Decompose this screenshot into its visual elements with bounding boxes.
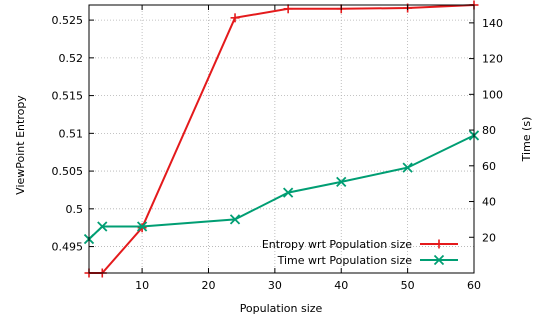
cross-marker — [97, 221, 108, 232]
cross-marker — [136, 221, 148, 232]
y-right-tick-label: 80 — [482, 124, 496, 137]
x-tick-label: 30 — [268, 279, 282, 292]
y-left-tick-label: 0.505 — [52, 165, 84, 178]
cross-marker — [283, 187, 294, 198]
y-right-tick-label: 140 — [482, 17, 503, 30]
y-axis-right-label: Time (s) — [520, 117, 533, 163]
marker-stroke — [229, 214, 241, 225]
y-left-tick-label: 0.5 — [66, 203, 84, 216]
y-right-tick-label: 60 — [482, 160, 496, 173]
y-right-tick-label: 20 — [482, 231, 496, 244]
series-line — [89, 4, 475, 274]
marker-stroke — [283, 187, 294, 198]
plot-frame — [88, 4, 475, 274]
cross-marker — [336, 176, 347, 188]
y-left-tick-label: 0.51 — [59, 127, 84, 140]
y-left-tick-label: 0.525 — [52, 14, 84, 27]
marker-stroke — [336, 176, 347, 188]
series-entropy — [84, 0, 479, 278]
y-left-tick-label: 0.515 — [52, 90, 84, 103]
x-axis-label: Population size — [240, 302, 323, 315]
marker-stroke — [402, 162, 413, 173]
y-left-tick-label: 0.52 — [59, 52, 84, 65]
grid — [89, 5, 475, 273]
legend-label: Time wrt Population size — [277, 254, 413, 267]
marker-stroke — [97, 221, 108, 232]
y-right-tick-label: 100 — [482, 88, 503, 101]
y-right-tick-label: 120 — [482, 53, 503, 66]
plus-marker — [230, 13, 240, 23]
cross-marker — [433, 254, 445, 266]
marker-stroke — [136, 221, 148, 232]
series-line — [88, 134, 475, 240]
cross-marker — [229, 214, 241, 225]
ticks-layer: 10 20 30 40 50 60 0.495 0.5 0.505 0.51 0.515 0.52 0.… — [52, 5, 503, 292]
plus-marker — [283, 4, 293, 14]
series-layer — [83, 0, 480, 278]
x-tick-label: 10 — [135, 279, 149, 292]
y-axis-left-label: ViewPoint Entropy — [14, 95, 27, 195]
y-left-tick-label: 0.495 — [52, 241, 84, 254]
x-tick-label: 60 — [467, 279, 481, 292]
plus-marker — [434, 239, 444, 249]
y-right-tick-label: 40 — [482, 196, 496, 209]
legend: Entropy wrt Population size Time wrt Popu… — [262, 238, 458, 267]
legend-label: Entropy wrt Population size — [262, 238, 412, 251]
series-time — [83, 130, 480, 245]
marker-stroke — [433, 254, 445, 266]
x-tick-label: 40 — [334, 279, 348, 292]
cross-marker — [402, 162, 413, 173]
x-tick-label: 20 — [201, 279, 215, 292]
x-tick-label: 50 — [401, 279, 415, 292]
